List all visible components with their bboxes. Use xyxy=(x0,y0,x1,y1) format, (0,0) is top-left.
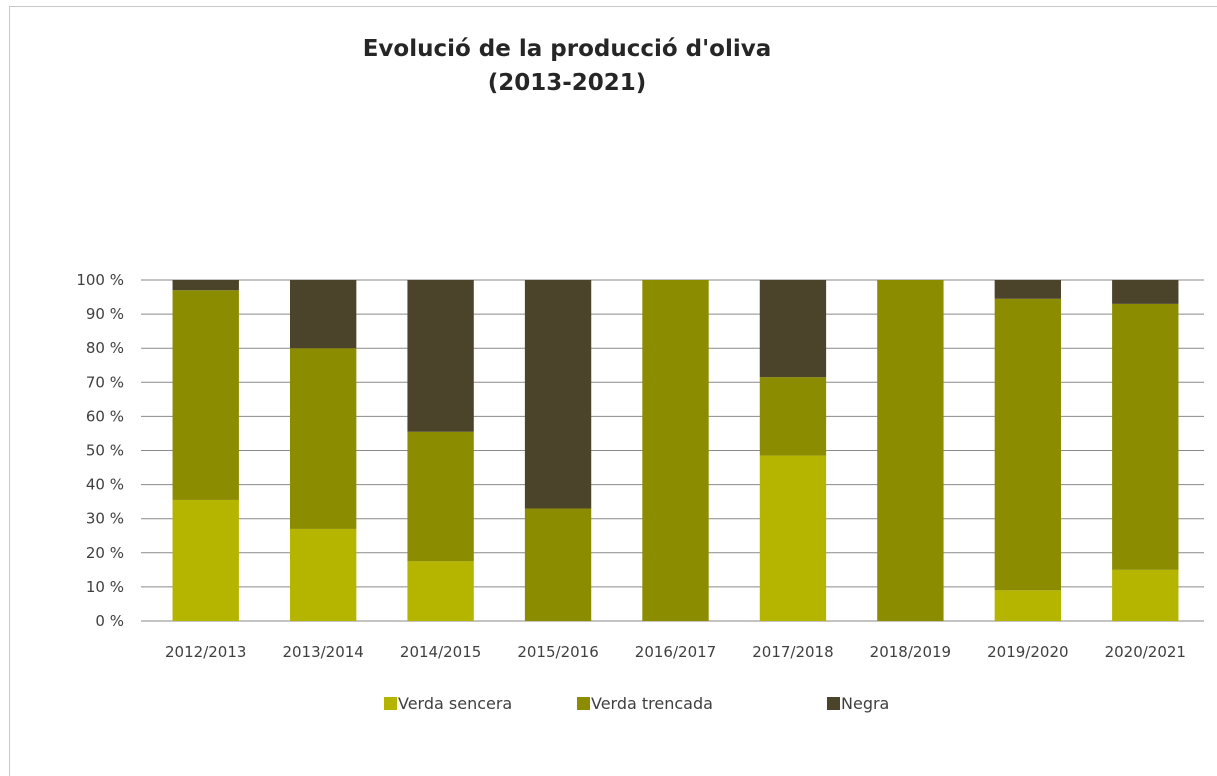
bar-segment xyxy=(1112,280,1179,304)
x-tick-label: 2017/2018 xyxy=(752,643,833,661)
chart-title: Evolució de la producció d'oliva (2013-2… xyxy=(363,36,772,96)
bar-segment xyxy=(289,528,357,621)
bar-segment xyxy=(524,508,592,621)
bar-segment xyxy=(994,280,1062,299)
bar-segment xyxy=(172,290,239,500)
bar-segment xyxy=(642,280,709,621)
bars xyxy=(172,280,1179,621)
y-tick-label: 0 % xyxy=(95,612,124,630)
bar-segment xyxy=(994,298,1062,591)
bar-segment xyxy=(1112,569,1179,621)
chart-title-line-1: Evolució de la producció d'oliva xyxy=(363,36,772,62)
legend-swatch xyxy=(827,697,840,710)
bar-segment xyxy=(759,455,827,621)
y-tick-label: 90 % xyxy=(86,305,124,323)
y-tick-label: 30 % xyxy=(86,510,124,528)
bar-segment xyxy=(759,377,827,456)
chart-title-line-2: (2013-2021) xyxy=(488,70,647,96)
y-tick-label: 20 % xyxy=(86,544,124,562)
x-tick-label: 2016/2017 xyxy=(635,643,716,661)
x-tick-label: 2015/2016 xyxy=(517,643,598,661)
y-tick-label: 100 % xyxy=(76,271,124,289)
y-tick-label: 40 % xyxy=(86,476,124,494)
bar-segment xyxy=(407,431,474,562)
y-tick-label: 80 % xyxy=(86,339,124,357)
x-tick-label: 2013/2014 xyxy=(282,643,363,661)
y-tick-label: 50 % xyxy=(86,442,124,460)
bar-segment xyxy=(172,499,239,621)
bar-segment xyxy=(172,280,239,291)
legend-label: Verda trencada xyxy=(591,694,713,713)
x-tick-label: 2020/2021 xyxy=(1105,643,1186,661)
x-tick-label: 2012/2013 xyxy=(165,643,246,661)
y-tick-label: 70 % xyxy=(86,373,124,391)
bar-segment xyxy=(877,280,944,621)
x-axis: 2012/2013 2013/2014 2014/2015 2015/2016 2016… xyxy=(165,643,1186,661)
y-tick-label: 10 % xyxy=(86,578,124,596)
bar-segment xyxy=(759,280,827,378)
bar-segment xyxy=(407,561,474,621)
legend: Verda sencera Verda trencada Negra xyxy=(384,694,889,713)
chart-frame xyxy=(9,6,1217,776)
y-axis: 0 % 10 % 20 % 30 % 40 % 50 % 60 % 70 % 80 % 90 % 1… xyxy=(76,271,124,630)
x-tick-label: 2014/2015 xyxy=(400,643,481,661)
legend-swatch xyxy=(384,697,397,710)
x-tick-label: 2018/2019 xyxy=(870,643,951,661)
bar-segment xyxy=(407,280,474,432)
y-tick-label: 60 % xyxy=(86,407,124,425)
legend-swatch xyxy=(577,697,590,710)
bar-segment xyxy=(1112,303,1179,570)
bar-segment xyxy=(289,280,357,349)
bar-segment xyxy=(289,348,357,529)
x-tick-label: 2019/2020 xyxy=(987,643,1068,661)
bar-segment xyxy=(524,280,592,509)
legend-label: Negra xyxy=(841,694,889,713)
bar-segment xyxy=(994,590,1062,621)
legend-label: Verda sencera xyxy=(398,694,512,713)
